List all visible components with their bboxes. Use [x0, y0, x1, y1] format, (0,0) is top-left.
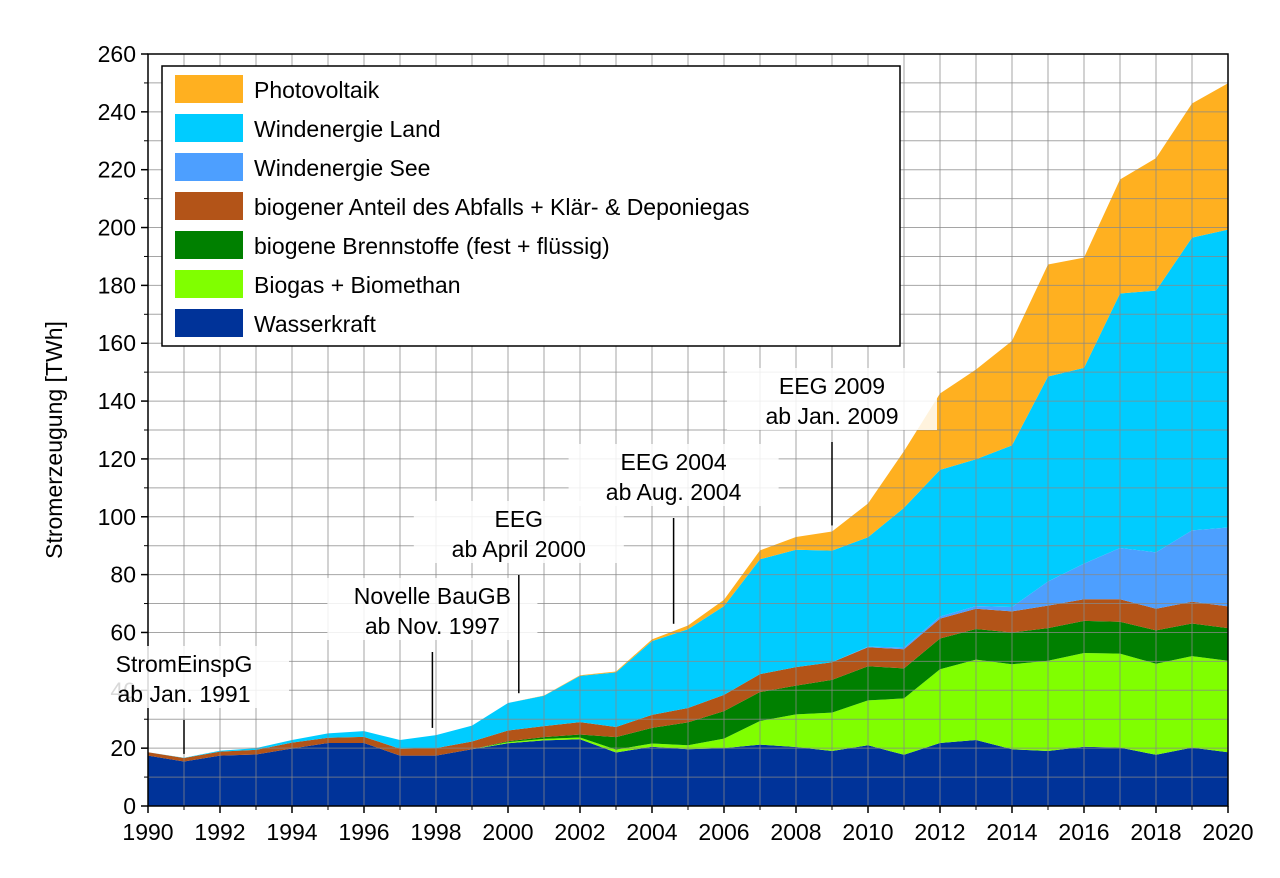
x-tick-label: 2008: [770, 819, 821, 845]
annotation-background: [727, 368, 937, 430]
y-tick-label: 220: [98, 157, 136, 183]
annotation-label: EEG 2004: [621, 449, 727, 475]
y-tick-label: 200: [98, 215, 136, 241]
annotation-background: [413, 501, 624, 563]
y-tick-label: 60: [110, 619, 136, 645]
x-tick-label: 2002: [554, 819, 605, 845]
x-tick-label: 2000: [482, 819, 533, 845]
y-tick-label: 0: [123, 793, 136, 819]
x-tick-label: 1994: [266, 819, 317, 845]
y-tick-label: 260: [98, 41, 136, 67]
x-tick-label: 1992: [194, 819, 245, 845]
x-tick-label: 2016: [1058, 819, 1109, 845]
x-tick-label: 2010: [842, 819, 893, 845]
legend-label-biogas-biomethan: Biogas + Biomethan: [254, 272, 461, 298]
x-tick-label: 2020: [1202, 819, 1253, 845]
legend-swatch-biogene-brennstoffe-fest-fl-ssig: [175, 231, 243, 259]
axes: 0204060801001201401601802002202402601990…: [98, 41, 1254, 845]
y-tick-label: 160: [98, 330, 136, 356]
annotation-background: [79, 646, 289, 708]
legend-swatch-wasserkraft: [175, 309, 243, 337]
y-tick-label: 100: [98, 504, 136, 530]
annotation-label: ab April 2000: [452, 536, 586, 562]
legend: Photovoltaik Windenergie Land Windenergie …: [161, 65, 901, 347]
y-axis-title: Stromerzeugung [TWh]: [41, 321, 67, 559]
legend-swatch-photovoltaik: [175, 75, 243, 103]
y-tick-label: 120: [98, 446, 136, 472]
x-tick-label: 1996: [338, 819, 389, 845]
y-tick-label: 20: [110, 735, 136, 761]
annotation-label: Novelle BauGB: [354, 583, 511, 609]
area-biogas-biomethan: [148, 652, 1228, 762]
legend-swatch-windenergie-land: [175, 114, 243, 142]
legend-label-windenergie-land: Windenergie Land: [254, 116, 441, 142]
x-tick-label: 2006: [698, 819, 749, 845]
legend-label-wasserkraft: Wasserkraft: [254, 311, 376, 337]
x-tick-label: 1998: [410, 819, 461, 845]
y-tick-label: 140: [98, 388, 136, 414]
x-tick-label: 2004: [626, 819, 677, 845]
legend-swatch-biogas-biomethan: [175, 270, 243, 298]
annotation-background: [568, 444, 779, 506]
y-tick-label: 240: [98, 99, 136, 125]
legend-box: [161, 65, 901, 347]
annotation-label: EEG: [495, 506, 544, 532]
annotation-label: ab Nov. 1997: [365, 613, 500, 639]
y-tick-label: 180: [98, 272, 136, 298]
annotation-label: EEG 2009: [779, 373, 885, 399]
annotation-label: StromEinspG: [116, 651, 253, 677]
x-tick-label: 2014: [986, 819, 1037, 845]
annotations: StromEinspG ab Jan. 1991 Novelle BauGB ab N…: [79, 368, 937, 754]
legend-label-windenergie-see: Windenergie See: [254, 155, 430, 181]
legend-label-biogener-anteil-des-abfalls-kl-r-deponiegas: biogener Anteil des Abfalls + Klär- & De…: [254, 194, 749, 220]
area-biogene-brennstoffe-fest-fl-ssig: [148, 620, 1228, 762]
legend-label-photovoltaik: Photovoltaik: [254, 77, 380, 103]
annotation-background: [327, 578, 538, 640]
x-tick-label: 1990: [122, 819, 173, 845]
legend-swatch-windenergie-see: [175, 153, 243, 181]
legend-label-biogene-brennstoffe-fest-fl-ssig: biogene Brennstoffe (fest + flüssig): [254, 233, 610, 259]
legend-swatch-biogener-anteil-des-abfalls-kl-r-deponiegas: [175, 192, 243, 220]
annotation-label: ab Jan. 2009: [765, 403, 898, 429]
annotation-label: ab Jan. 1991: [117, 681, 250, 707]
x-tick-label: 2012: [914, 819, 965, 845]
y-tick-label: 80: [110, 562, 136, 588]
annotation-label: ab Aug. 2004: [606, 479, 742, 505]
x-tick-label: 2018: [1130, 819, 1181, 845]
